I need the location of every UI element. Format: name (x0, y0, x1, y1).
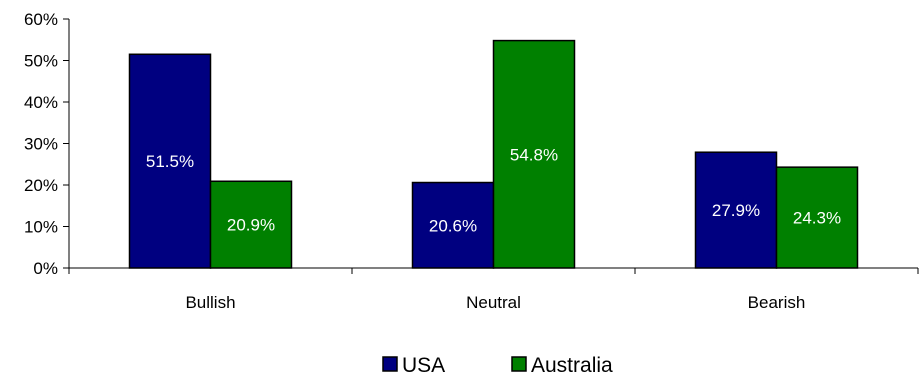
y-tick-label: 40% (24, 93, 58, 112)
y-tick-label: 20% (24, 176, 58, 195)
bar-australia-bullish (209, 180, 293, 269)
x-category-label: Bearish (748, 293, 806, 312)
bar-usa-neutral (411, 181, 495, 269)
data-label: 20.9% (227, 216, 275, 235)
legend-swatch-australia (511, 356, 527, 372)
legend-swatch-usa (382, 356, 398, 372)
x-category-label: Bullish (185, 293, 235, 312)
bar-australia-neutral (492, 39, 576, 269)
legend: USA Australia (382, 354, 613, 377)
bar-australia-bearish (775, 166, 859, 269)
y-tick-label: 10% (24, 218, 58, 237)
data-labels: 51.5% 20.9% 20.6% 54.8% 27.9% 24.3% (146, 145, 841, 235)
legend-label-usa: USA (402, 354, 445, 377)
data-label: 54.8% (510, 145, 558, 164)
y-tick-label: 0% (33, 259, 58, 278)
bar-usa-bullish (128, 53, 212, 269)
data-label: 51.5% (146, 152, 194, 171)
data-label: 24.3% (793, 209, 841, 228)
y-tick-label: 30% (24, 135, 58, 154)
bars (128, 39, 859, 269)
data-label: 20.6% (429, 216, 477, 235)
axes: 0% 10% 20% 30% 40% 50% 60% Bullish Neutral Bearis… (24, 10, 919, 312)
y-tick-label: 50% (24, 52, 58, 71)
legend-label-australia: Australia (531, 354, 613, 377)
x-category-label: Neutral (466, 293, 521, 312)
y-tick-label: 60% (24, 10, 58, 29)
data-label: 27.9% (712, 201, 760, 220)
